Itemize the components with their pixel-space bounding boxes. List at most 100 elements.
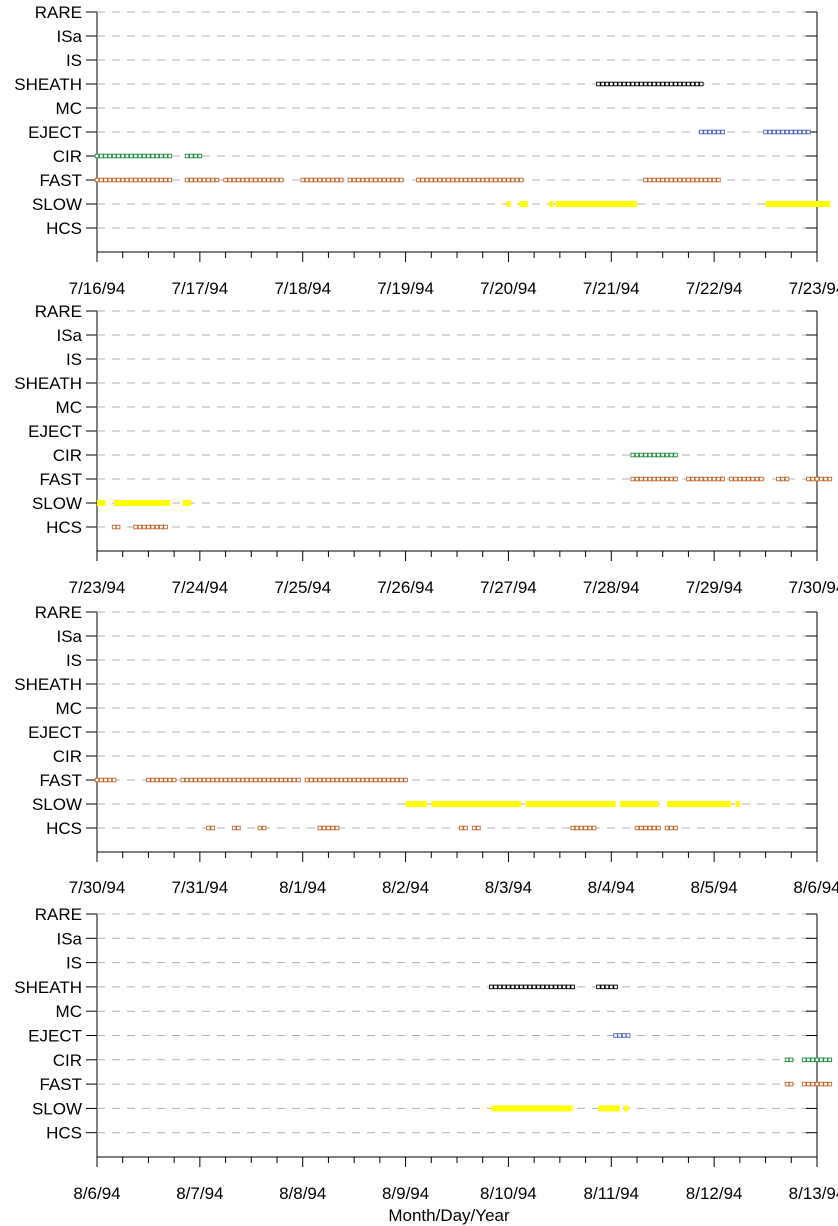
fast-point xyxy=(236,777,241,783)
cir-point xyxy=(133,153,138,159)
fast-point xyxy=(390,177,395,183)
sheath-point xyxy=(497,984,503,990)
hcs-point xyxy=(639,825,644,831)
fast-point xyxy=(99,777,104,783)
eject-point xyxy=(711,129,717,135)
fast-point xyxy=(459,177,464,183)
cir-point xyxy=(784,1057,790,1063)
fast-point xyxy=(291,777,297,783)
fast-point xyxy=(193,777,198,783)
fast-point xyxy=(806,1081,811,1087)
hcs-point xyxy=(115,524,121,530)
fast-point xyxy=(330,777,335,783)
cir-point xyxy=(819,1057,824,1063)
fast-point xyxy=(167,777,173,783)
fast-point xyxy=(261,777,267,783)
y-tick-label-fast: FAST xyxy=(39,171,82,190)
fast-point xyxy=(450,177,455,183)
fast-point xyxy=(317,777,323,783)
y-tick-label-hcs: HCS xyxy=(46,1124,82,1143)
fast-point xyxy=(326,777,331,783)
fast-point xyxy=(429,177,434,183)
sheath-point xyxy=(660,81,665,87)
fast-point xyxy=(227,777,233,783)
fast-point xyxy=(339,777,344,783)
fast-point xyxy=(201,177,207,183)
cir-point xyxy=(94,153,100,159)
fast-point xyxy=(369,777,374,783)
cir-point xyxy=(669,452,674,458)
fast-point xyxy=(377,177,383,183)
fast-point xyxy=(219,777,224,783)
fast-point xyxy=(519,177,524,183)
sheath-point xyxy=(523,984,528,990)
x-tick-label: 7/16/94 xyxy=(69,279,126,298)
y-tick-label-sheath: SHEATH xyxy=(14,978,82,997)
cir-point xyxy=(197,153,203,159)
fast-point xyxy=(707,476,713,482)
fast-point xyxy=(643,177,648,183)
slow-interval xyxy=(405,801,427,807)
x-tick-label: 8/8/94 xyxy=(279,1184,326,1203)
cir-point xyxy=(651,452,657,458)
y-tick-label-cir: CIR xyxy=(53,446,82,465)
fast-point xyxy=(360,177,365,183)
fast-point xyxy=(137,177,143,183)
fast-point xyxy=(630,476,635,482)
fast-point xyxy=(171,777,177,783)
hcs-point xyxy=(583,825,588,831)
fast-point xyxy=(506,177,511,183)
x-tick-label: 7/19/94 xyxy=(377,279,434,298)
cir-point xyxy=(141,153,147,159)
x-tick-label: 8/11/94 xyxy=(584,1184,639,1203)
hcs-point xyxy=(634,825,640,831)
hcs-point xyxy=(141,524,147,530)
x-tick-label: 7/23/94 xyxy=(69,578,126,597)
fast-point xyxy=(321,777,327,783)
x-tick-label: 8/13/94 xyxy=(789,1184,838,1203)
fast-point xyxy=(270,177,275,183)
cir-point xyxy=(788,1057,794,1063)
eject-point xyxy=(793,129,798,135)
fast-point xyxy=(677,177,683,183)
hcs-point xyxy=(210,825,215,831)
hcs-point xyxy=(261,825,267,831)
y-tick-label-isa: ISa xyxy=(56,27,82,46)
fast-point xyxy=(497,177,503,183)
fast-point xyxy=(660,476,665,482)
sheath-point xyxy=(604,984,610,990)
fast-point xyxy=(321,177,327,183)
x-tick-label: 7/26/94 xyxy=(377,578,434,597)
fast-point xyxy=(180,777,185,783)
sheath-point xyxy=(626,81,631,87)
sheath-point xyxy=(561,984,567,990)
fast-point xyxy=(467,177,473,183)
y-tick-label-slow: SLOW xyxy=(32,795,82,814)
fast-point xyxy=(711,177,717,183)
sheath-point xyxy=(651,81,657,87)
fast-point xyxy=(210,777,215,783)
fast-point xyxy=(716,177,721,183)
slow-interval xyxy=(525,801,616,807)
fast-point xyxy=(279,177,284,183)
fast-point xyxy=(300,177,305,183)
eject-point xyxy=(801,129,807,135)
fast-point xyxy=(699,476,704,482)
fast-point xyxy=(707,177,713,183)
cir-point xyxy=(639,452,644,458)
hcs-point xyxy=(476,825,481,831)
sheath-point xyxy=(673,81,678,87)
slow-interval xyxy=(506,201,511,207)
hcs-point xyxy=(231,825,237,831)
fast-point xyxy=(711,476,717,482)
fast-point xyxy=(257,777,263,783)
fast-point xyxy=(720,476,725,482)
fast-point xyxy=(159,177,164,183)
fast-point xyxy=(364,777,370,783)
fast-point xyxy=(111,777,117,783)
fast-point xyxy=(270,777,275,783)
fast-point xyxy=(759,476,764,482)
sheath-point xyxy=(681,81,687,87)
fast-point xyxy=(801,1081,807,1087)
fast-point xyxy=(823,1081,828,1087)
